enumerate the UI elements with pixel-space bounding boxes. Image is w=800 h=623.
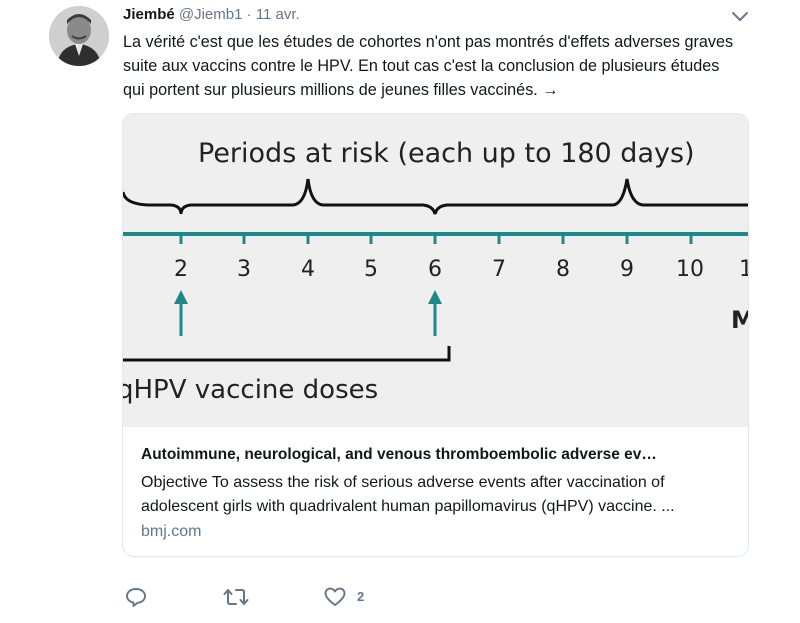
card-title: Autoimmune, neurological, and venous thr…	[141, 446, 657, 463]
reply-icon	[126, 588, 146, 607]
card-description: Objective To assess the risk of serious …	[141, 474, 675, 515]
tweet-text: La vérité c'est que les études de cohort…	[123, 33, 734, 99]
like-button[interactable]: 2	[323, 585, 383, 609]
tick-label: 7	[492, 257, 506, 282]
diagram-right-fragment: M	[731, 306, 748, 334]
retweet-button[interactable]	[222, 585, 250, 609]
more-options-caret[interactable]	[730, 9, 750, 25]
author-handle[interactable]: @Jiemb1	[178, 6, 243, 23]
avatar-portrait-image	[49, 6, 109, 66]
tick-label: 10	[676, 257, 704, 282]
risk-period-brace	[123, 178, 748, 215]
tick-label: 3	[237, 257, 251, 282]
tick-label: 2	[174, 257, 188, 282]
dose-arrow	[428, 290, 442, 336]
author-name[interactable]: Jiembé	[123, 6, 175, 23]
card-domain: bmj.com	[141, 523, 202, 540]
tick-label: 9	[620, 257, 634, 282]
reply-button[interactable]	[124, 585, 148, 609]
tweet-header: Jiembé @Jiemb1 · 11 avr.	[123, 5, 300, 25]
doses-bracket	[123, 346, 451, 362]
tweet-timestamp[interactable]: 11 avr.	[255, 6, 300, 23]
chevron-down-icon	[732, 12, 748, 21]
tick-labels: 2 3 4 5 6 7 8 9 10 1	[174, 257, 748, 282]
diagram-heading: Periods at risk (each up to 180 days)	[198, 138, 695, 169]
card-image: Periods at risk (each up to 180 days)	[123, 114, 748, 427]
retweet-icon	[223, 589, 249, 605]
tick-label: 1	[739, 257, 748, 282]
tick-label: 5	[364, 257, 378, 282]
tick-label: 6	[428, 257, 442, 282]
avatar[interactable]	[49, 6, 109, 66]
heart-icon	[324, 587, 346, 606]
like-count: 2	[357, 589, 365, 604]
card-diagram: Periods at risk (each up to 180 days)	[123, 114, 748, 427]
tick-label: 4	[301, 257, 315, 282]
link-card[interactable]: Periods at risk (each up to 180 days)	[122, 113, 749, 557]
header-separator: ·	[246, 6, 252, 23]
timeline-ticks	[179, 234, 693, 244]
tick-label: 8	[556, 257, 570, 282]
doses-label: qHPV vaccine doses	[123, 375, 378, 405]
dose-arrow	[174, 290, 188, 336]
